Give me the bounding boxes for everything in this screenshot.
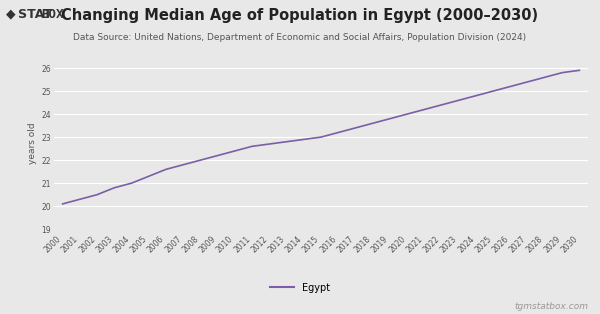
Text: tgmstatbox.com: tgmstatbox.com bbox=[514, 302, 588, 311]
Text: BOX: BOX bbox=[41, 8, 64, 21]
Y-axis label: years old: years old bbox=[28, 122, 37, 164]
Text: ◆ STAT: ◆ STAT bbox=[6, 8, 52, 21]
Text: Changing Median Age of Population in Egypt (2000–2030): Changing Median Age of Population in Egy… bbox=[61, 8, 539, 23]
Legend: Egypt: Egypt bbox=[266, 279, 334, 297]
Text: Data Source: United Nations, Department of Economic and Social Affairs, Populati: Data Source: United Nations, Department … bbox=[73, 33, 527, 42]
